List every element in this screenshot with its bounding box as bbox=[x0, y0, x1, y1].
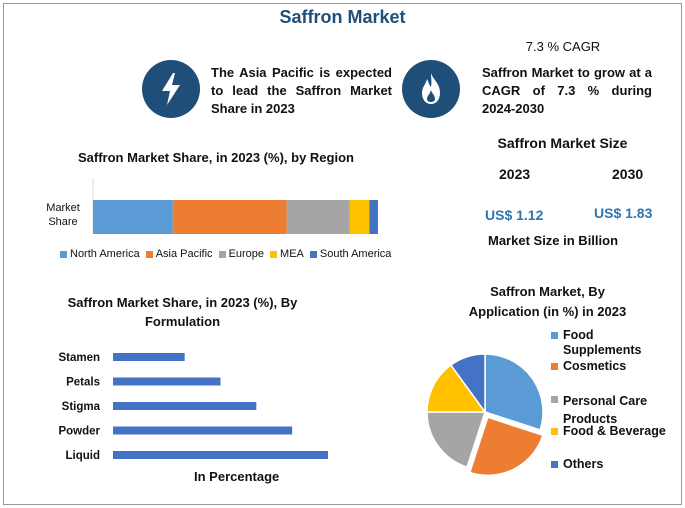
legend-label: Cosmetics bbox=[563, 359, 627, 373]
pie-slice-food-beverage bbox=[426, 364, 487, 413]
formulation-bar-liquid bbox=[113, 451, 328, 459]
legend-label: Asia Pacific bbox=[155, 248, 213, 260]
region-chart-title: Saffron Market Share, in 2023 (%), by Re… bbox=[78, 150, 354, 165]
legend-swatch bbox=[551, 396, 558, 403]
legend-label: Food & Beverage bbox=[563, 424, 666, 438]
formulation-tick-label: Powder bbox=[58, 426, 100, 438]
legend-item-north-america: North America bbox=[60, 248, 140, 260]
application-pie-chart bbox=[426, 353, 544, 477]
formulation-tick-label: Stigma bbox=[62, 401, 101, 413]
legend-label: North America bbox=[70, 248, 140, 260]
legend-label: Others bbox=[563, 457, 604, 471]
legend-swatch bbox=[551, 461, 558, 468]
market-size-2030-value: US$ 1.83 bbox=[594, 205, 653, 221]
formulation-bar-stigma bbox=[113, 402, 257, 410]
region-bar-segment-asia-pacific bbox=[172, 200, 287, 234]
legend-item-food-supplements: Food Supplements bbox=[551, 328, 663, 358]
legend-swatch bbox=[309, 250, 317, 258]
legend-swatch bbox=[145, 250, 153, 258]
legend-item-personal-care: Personal Care Products bbox=[551, 392, 663, 428]
legend-item-food-beverage: Food & Beverage bbox=[551, 424, 666, 439]
infographic-frame bbox=[3, 3, 682, 505]
market-size-caption: Market Size in Billion bbox=[488, 233, 619, 248]
application-legend: Food Supplements Cosmetics Personal Care… bbox=[551, 328, 676, 478]
application-chart-title: Saffron Market, By Application (in %) in… bbox=[468, 284, 627, 319]
formulation-bar-chart: Stamen Petals Stigma Powder Liquid bbox=[58, 352, 328, 462]
flame-icon bbox=[402, 60, 460, 118]
legend-swatch bbox=[60, 250, 67, 258]
legend-swatch bbox=[551, 363, 558, 370]
legend-label: Personal Care Products bbox=[563, 394, 648, 426]
formulation-bar-powder bbox=[113, 426, 293, 435]
region-bar-segment-europe bbox=[286, 200, 350, 234]
legend-swatch bbox=[270, 250, 278, 258]
market-size-title: Saffron Market Size bbox=[497, 135, 628, 151]
region-legend: North America Asia Pacific Europe MEA So… bbox=[60, 248, 391, 260]
legend-label: Europe bbox=[228, 248, 265, 260]
pie-slice-others bbox=[449, 353, 486, 415]
cagr-label: 7.3 % CAGR bbox=[525, 39, 601, 54]
legend-item-south-america: South America bbox=[309, 248, 392, 260]
formulation-tick-label: Stamen bbox=[58, 352, 100, 364]
legend-swatch bbox=[551, 332, 558, 339]
pie-slice-food-supplements bbox=[484, 353, 544, 431]
formulation-chart-title: Saffron Market Share, in 2023 (%), By Fo… bbox=[67, 295, 298, 329]
formulation-x-axis-label: In Percentage bbox=[194, 469, 280, 484]
legend-label: South America bbox=[319, 248, 392, 260]
formulation-tick-label: Liquid bbox=[66, 450, 101, 462]
market-size-2023-value: US$ 1.12 bbox=[485, 207, 544, 223]
legend-label: MEA bbox=[280, 248, 304, 260]
cagr-highlight-text: Saffron Market to grow at a CAGR of 7.3 … bbox=[482, 65, 652, 116]
year-2030-label: 2030 bbox=[612, 166, 644, 182]
legend-item-others: Others bbox=[551, 457, 603, 472]
formulation-bar-petals bbox=[113, 377, 221, 386]
year-2023-label: 2023 bbox=[499, 166, 531, 182]
asia-pacific-highlight-text: The Asia Pacific is expected to lead the… bbox=[211, 65, 392, 116]
lightning-icon bbox=[142, 60, 200, 118]
legend-label: Food Supplements bbox=[563, 328, 642, 357]
region-bar-segment-mea bbox=[349, 200, 370, 234]
region-bar-segment-north-america bbox=[93, 200, 173, 234]
region-chart-category-label: Market Share bbox=[46, 202, 80, 228]
pie-slice-personal-care-products bbox=[426, 411, 487, 469]
legend-item-europe: Europe bbox=[218, 248, 265, 260]
legend-item-asia-pacific: Asia Pacific bbox=[145, 248, 213, 260]
legend-swatch bbox=[551, 428, 558, 435]
page-title: Saffron Market bbox=[279, 7, 406, 27]
legend-item-mea: MEA bbox=[270, 248, 304, 260]
region-bar-segment-south-america bbox=[369, 200, 378, 234]
region-stacked-bar-chart bbox=[92, 178, 378, 234]
formulation-tick-label: Petals bbox=[66, 377, 100, 389]
pie-slice-cosmetics bbox=[468, 416, 544, 477]
legend-swatch bbox=[218, 250, 226, 258]
formulation-bar-stamen bbox=[113, 353, 185, 361]
legend-item-cosmetics: Cosmetics bbox=[551, 359, 626, 374]
